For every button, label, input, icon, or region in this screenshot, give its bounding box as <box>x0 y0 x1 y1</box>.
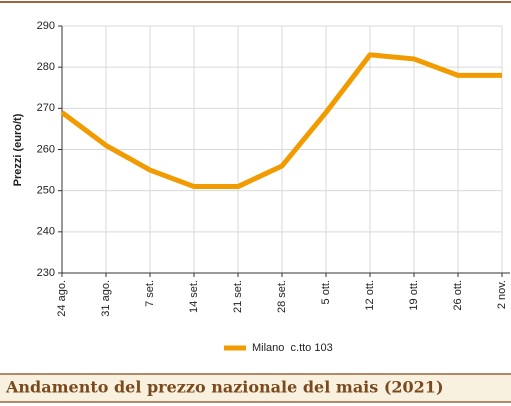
x-tick-label: 28 set. <box>276 280 288 313</box>
x-tick-label: 21 set. <box>232 280 244 313</box>
x-tick-label: 19 ott. <box>408 280 420 311</box>
y-axis-label: Prezzi (euro/t) <box>12 113 24 186</box>
y-tick-label: 280 <box>37 61 55 73</box>
y-tick-label: 290 <box>37 20 55 32</box>
x-tick-label: 26 ott. <box>452 280 464 311</box>
x-tick-label: 12 ott. <box>364 280 376 311</box>
x-tick-label: 7 set. <box>144 280 156 307</box>
title-bar <box>0 374 511 402</box>
y-tick-label: 270 <box>37 102 55 114</box>
x-tick-label: 2 nov. <box>496 280 508 309</box>
x-tick-label: 31 ago. <box>100 280 112 317</box>
y-tick-label: 250 <box>37 185 55 197</box>
legend-label: Milano c.tto 103 <box>252 342 333 354</box>
data-line <box>60 52 502 190</box>
y-tick-label: 260 <box>37 143 55 155</box>
chart-title: Andamento del prezzo nazionale del mais … <box>5 378 444 397</box>
x-tick-label: 14 set. <box>188 280 200 313</box>
y-tick-label: 230 <box>37 267 55 279</box>
x-tick-label: 5 ott. <box>320 280 332 304</box>
y-tick-label: 240 <box>37 226 55 238</box>
x-tick-label: 24 ago. <box>56 280 68 317</box>
